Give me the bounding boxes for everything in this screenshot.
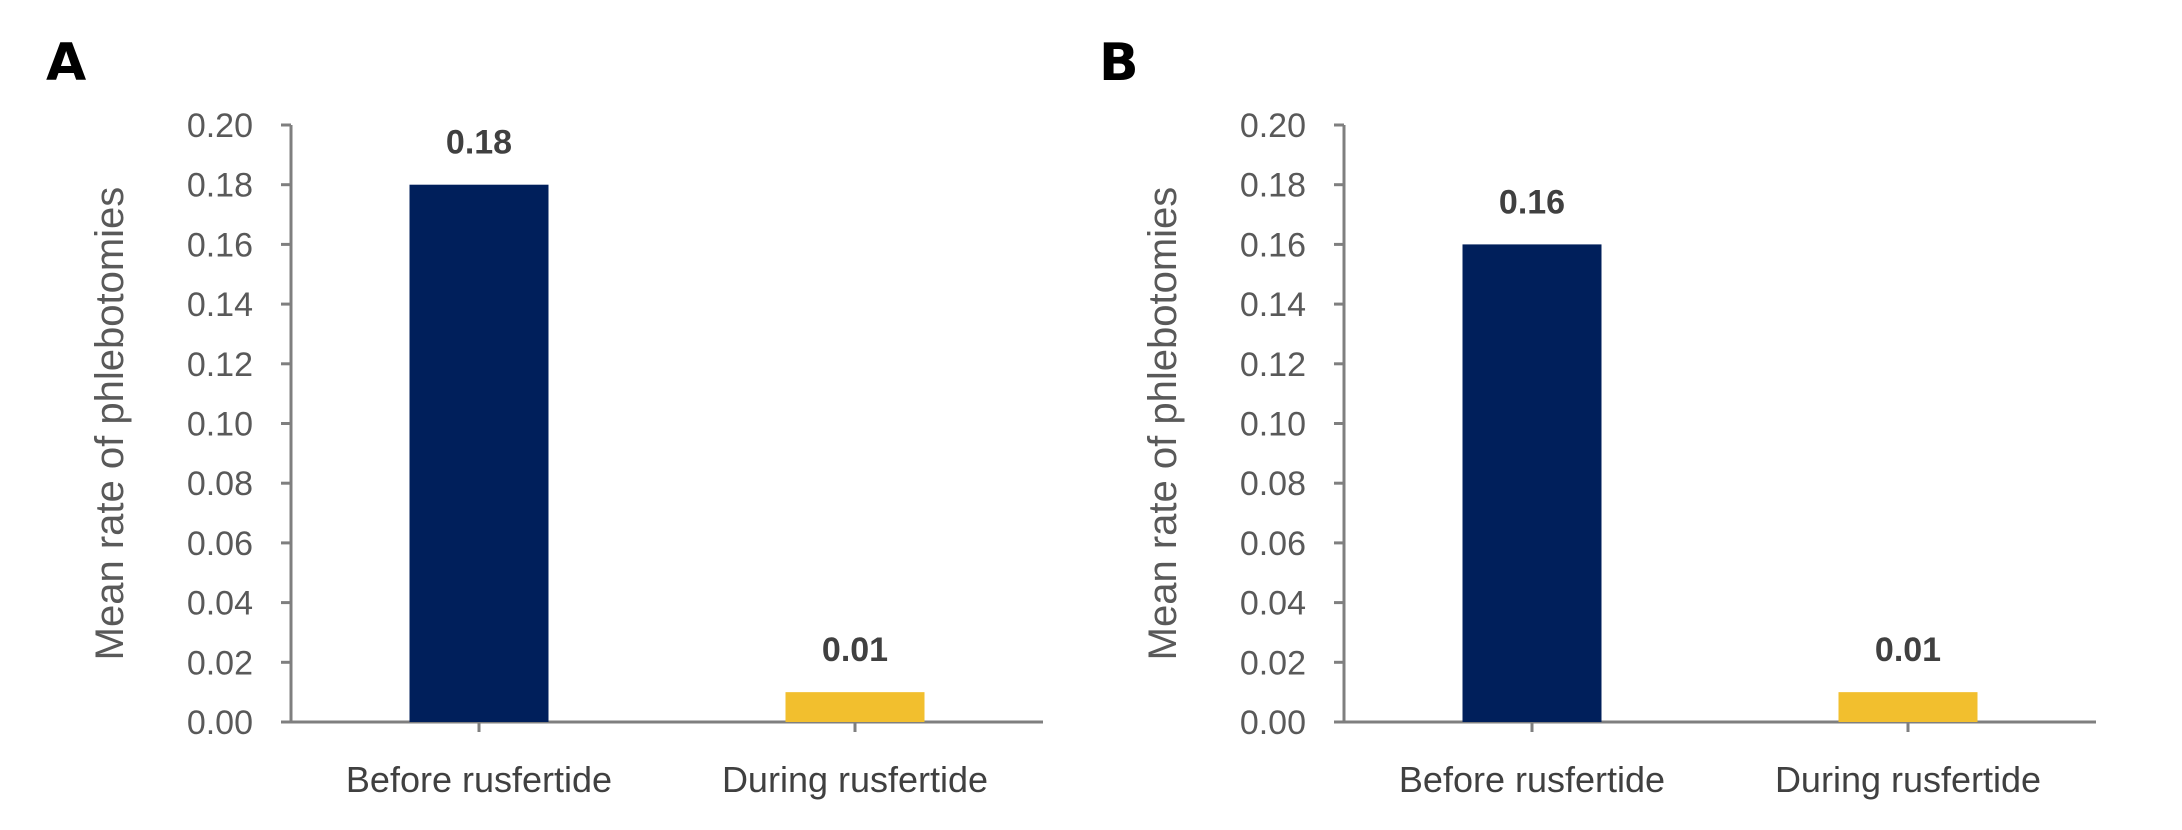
y-tick-label: 0.04 bbox=[1240, 585, 1306, 623]
y-tick-label: 0.06 bbox=[1240, 525, 1306, 563]
panel-letter: B bbox=[1099, 33, 1139, 93]
y-tick-label: 0.14 bbox=[187, 286, 253, 324]
x-category-label: During rusfertide bbox=[722, 759, 988, 800]
data-label: 0.01 bbox=[1875, 631, 1941, 669]
y-tick-label: 0.10 bbox=[187, 406, 253, 444]
y-tick-label: 0.02 bbox=[187, 644, 253, 682]
y-axis-title: Mean rate of phlebotomies bbox=[88, 187, 132, 661]
data-label: 0.01 bbox=[822, 631, 888, 669]
y-tick-label: 0.10 bbox=[1240, 406, 1306, 444]
bar-during bbox=[785, 692, 925, 722]
bar-during bbox=[1838, 692, 1978, 722]
y-tick-label: 0.16 bbox=[1240, 226, 1306, 264]
bar-before bbox=[409, 184, 549, 722]
data-label: 0.16 bbox=[1499, 183, 1565, 221]
x-category-label: Before rusfertide bbox=[346, 759, 612, 800]
y-axis-title: Mean rate of phlebotomies bbox=[1141, 187, 1185, 661]
data-label: 0.18 bbox=[446, 124, 512, 162]
y-tick-label: 0.18 bbox=[187, 167, 253, 205]
bar-before bbox=[1462, 244, 1602, 722]
panel-letter: A bbox=[46, 33, 86, 93]
y-tick-label: 0.06 bbox=[187, 525, 253, 563]
y-tick-label: 0.02 bbox=[1240, 644, 1306, 682]
y-tick-label: 0.12 bbox=[1240, 346, 1306, 384]
chart-panel-a: A Mean rate of phlebotomies 0.00 0.02 0.04 0.… bbox=[46, 33, 1043, 800]
y-tick-label: 0.18 bbox=[1240, 167, 1306, 205]
y-tick-label: 0.08 bbox=[1240, 465, 1306, 503]
y-tick-label: 0.16 bbox=[187, 226, 253, 264]
y-tick-label: 0.00 bbox=[1240, 704, 1306, 742]
y-tick-label: 0.20 bbox=[187, 107, 253, 145]
y-tick-label: 0.04 bbox=[187, 585, 253, 623]
y-tick-label: 0.00 bbox=[187, 704, 253, 742]
y-tick-label: 0.20 bbox=[1240, 107, 1306, 145]
x-category-label: During rusfertide bbox=[1775, 759, 2041, 800]
y-tick-label: 0.08 bbox=[187, 465, 253, 503]
y-tick-label: 0.14 bbox=[1240, 286, 1306, 324]
y-tick-label: 0.12 bbox=[187, 346, 253, 384]
chart-panel-b: B Mean rate of phlebotomies 0.00 0.02 0.04 0.… bbox=[1099, 33, 2096, 800]
x-category-label: Before rusfertide bbox=[1399, 759, 1665, 800]
